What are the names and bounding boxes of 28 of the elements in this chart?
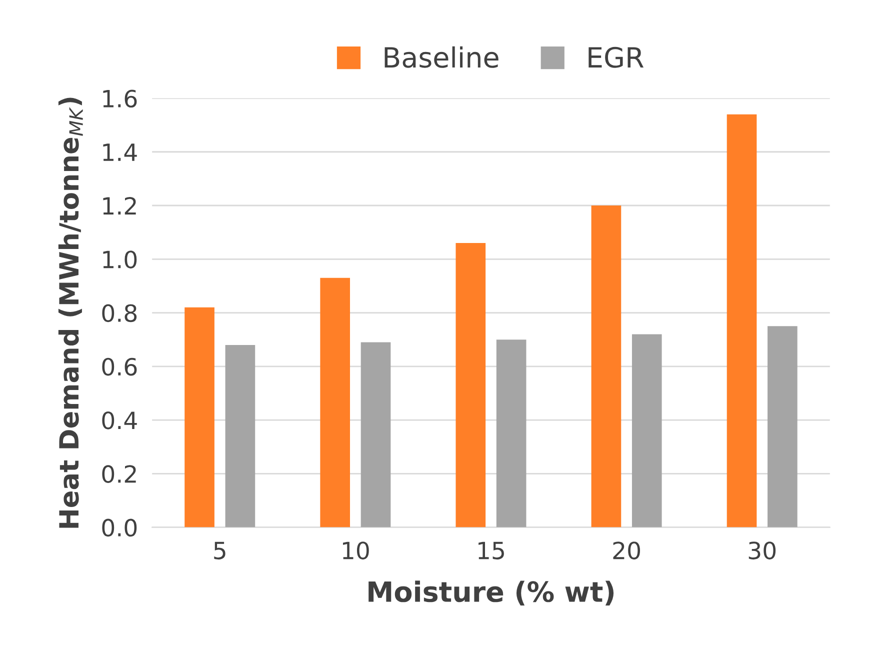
y-axis-title: Heat Demand (MWh/tonne$_{MK}$) bbox=[58, 98, 83, 528]
bar bbox=[632, 334, 662, 528]
y-tick-label: 0.2 bbox=[102, 465, 136, 483]
bar bbox=[591, 206, 622, 528]
legend-label: EGR bbox=[588, 46, 644, 68]
bar bbox=[768, 326, 798, 528]
y-tick-label: 1.2 bbox=[103, 196, 136, 214]
bar bbox=[184, 307, 214, 528]
y-tick-label: 1.6 bbox=[103, 90, 137, 108]
y-tick-label: 0.4 bbox=[102, 411, 137, 430]
x-tick-label: 5 bbox=[214, 542, 226, 560]
bar bbox=[496, 340, 526, 528]
legend-label: Baseline bbox=[384, 46, 498, 68]
x-tick-label: 20 bbox=[613, 542, 640, 560]
y-tick-label: 0.0 bbox=[102, 518, 137, 537]
bar bbox=[225, 344, 256, 528]
y-tick-label: 0.8 bbox=[102, 304, 137, 322]
y-tick-label: 1.0 bbox=[103, 250, 137, 268]
bar bbox=[320, 278, 350, 528]
y-tick-label: 1.4 bbox=[103, 144, 137, 161]
bar bbox=[726, 114, 757, 528]
y-tick-label: 0.6 bbox=[102, 358, 137, 376]
x-tick-label: 15 bbox=[478, 542, 504, 560]
bar bbox=[360, 342, 391, 528]
x-axis-title: Moisture (% wt) bbox=[368, 580, 614, 606]
x-tick-label: 10 bbox=[342, 542, 369, 560]
bar bbox=[456, 243, 486, 528]
x-tick-label: 30 bbox=[748, 542, 776, 560]
